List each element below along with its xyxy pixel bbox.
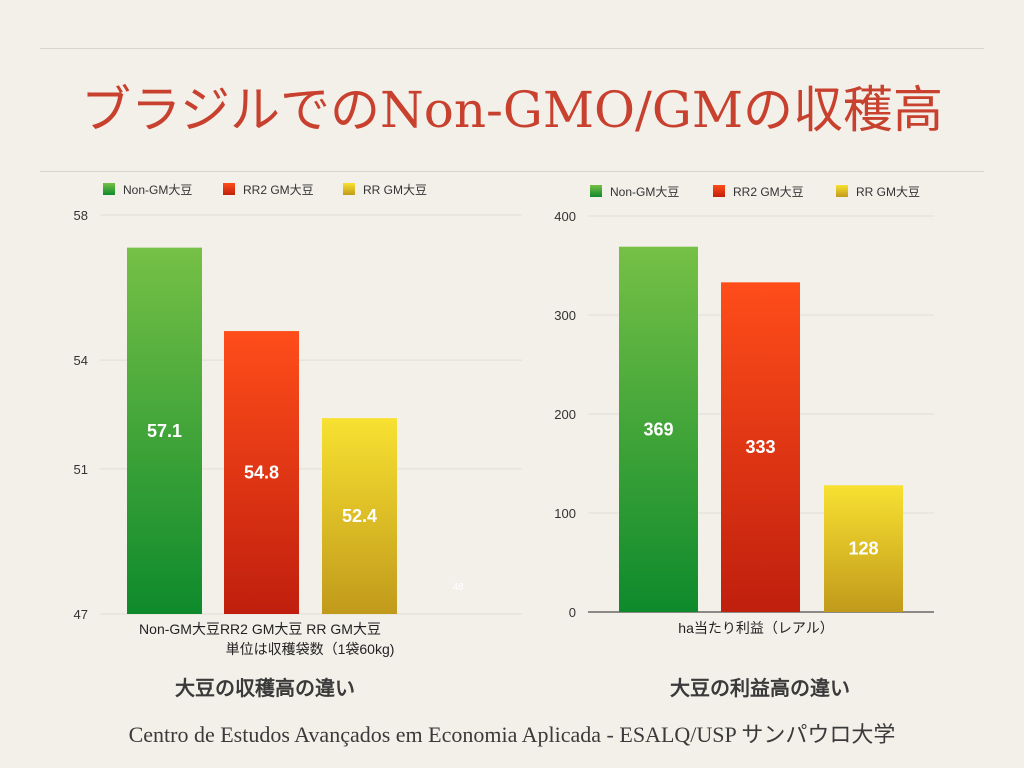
title-divider [40,171,984,172]
yield-category-label: Non-GM大豆RR2 GM大豆 RR GM大豆 [139,621,381,637]
yield-y-tick-label: 54 [74,353,88,368]
top-divider [40,48,984,49]
footer-credit: Centro de Estudos Avançados em Economia … [128,722,896,747]
yield-y-tick-label: 47 [74,607,88,622]
yield-bar-0 [127,247,202,615]
profit-data-label-2: 128 [848,539,878,559]
profit-bar-2 [824,485,903,612]
yield-y-tick-label: 51 [74,462,88,477]
yield-data-label-0: 57.1 [147,421,182,441]
profit-legend-swatch-2 [836,185,848,197]
profit-bar-0 [619,246,698,612]
profit-category-label: ha当たり利益（レアル） [678,620,833,636]
profit-data-label-1: 333 [745,437,775,457]
yield-legend-swatch-2 [343,183,355,195]
profit-y-tick-label: 200 [554,407,576,422]
yield-legend-label-0: Non-GM大豆 [123,183,192,197]
yield-bar-1 [224,331,299,614]
yield-legend-label-2: RR GM大豆 [363,183,427,197]
profit-legend-swatch-1 [713,185,725,197]
profit-data-label-0: 369 [643,419,673,439]
yield-legend-swatch-0 [103,183,115,195]
yield-legend-swatch-1 [223,183,235,195]
yield-y-tick-label: 58 [74,208,88,223]
slide-title: ブラジルでのNon-GMO/GMの収穫高 [80,81,944,139]
profit-bar-1 [721,282,800,612]
profit-y-tick-label: 300 [554,308,576,323]
yield-legend-label-1: RR2 GM大豆 [243,183,314,197]
yield-data-label-2: 52.4 [342,506,377,526]
profit-y-tick-label: 100 [554,506,576,521]
profit-legend-label-2: RR GM大豆 [856,185,920,199]
yield-stray-label: 48 [452,582,464,593]
yield-chart-caption: 大豆の収穫高の違い [175,676,355,700]
yield-data-label-1: 54.8 [244,463,279,483]
yield-x-axis-label: 単位は収穫袋数（1袋60kg) [226,641,395,657]
profit-chart-caption: 大豆の利益高の違い [670,676,850,700]
profit-y-tick-label: 0 [569,605,576,620]
profit-legend-label-1: RR2 GM大豆 [733,185,804,199]
profit-y-tick-label: 400 [554,209,576,224]
profit-legend-label-0: Non-GM大豆 [610,185,679,199]
yield-bar-2 [322,418,397,614]
profit-legend-swatch-0 [590,185,602,197]
